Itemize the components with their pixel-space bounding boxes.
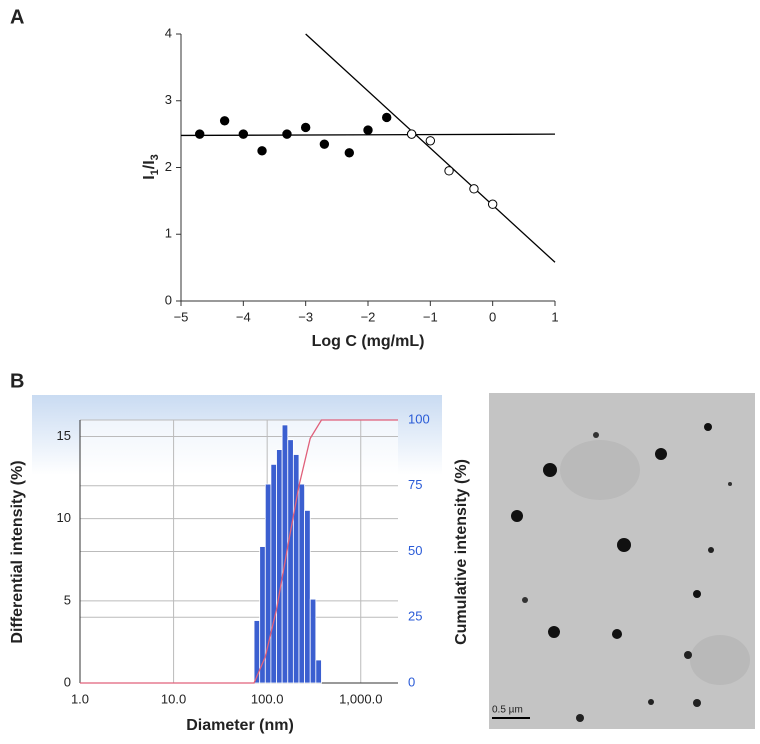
y2-axis-label: Cumulative intensity (%) bbox=[453, 459, 470, 645]
y2-tick-label: 50 bbox=[408, 543, 422, 558]
point bbox=[425, 136, 436, 146]
y-tick-label: 1 bbox=[165, 226, 172, 241]
y2-tick-label: 0 bbox=[408, 674, 415, 689]
point bbox=[382, 112, 392, 123]
y-axis-label: I1/I3 bbox=[141, 154, 161, 180]
x-tick-label: 100.0 bbox=[251, 691, 284, 706]
bar bbox=[287, 439, 294, 684]
x-tick-label: 1.0 bbox=[71, 691, 89, 706]
x-tick-label: 0 bbox=[489, 309, 496, 324]
x-tick-label: −4 bbox=[236, 309, 251, 324]
fit-line bbox=[305, 33, 556, 263]
particle bbox=[522, 597, 528, 603]
y-tick-label: 3 bbox=[165, 92, 172, 107]
particle bbox=[511, 510, 523, 522]
point bbox=[344, 148, 354, 158]
y-label-part: /I bbox=[141, 160, 158, 169]
x-tick-label: −5 bbox=[174, 309, 189, 324]
point bbox=[282, 129, 292, 139]
y-label-sub: 3 bbox=[149, 154, 161, 160]
particle bbox=[617, 538, 631, 552]
point bbox=[300, 122, 311, 133]
x-tick-label: −3 bbox=[298, 309, 313, 324]
point bbox=[487, 199, 498, 209]
y-tick-label: 2 bbox=[165, 159, 172, 174]
point bbox=[195, 129, 205, 139]
y-tick-label: 15 bbox=[57, 428, 71, 443]
x-tick-label: 1 bbox=[551, 309, 558, 324]
particle bbox=[693, 699, 701, 707]
panel-label: A bbox=[10, 6, 24, 28]
scale-bar-label: 0.5 µm bbox=[492, 705, 523, 716]
point bbox=[469, 184, 479, 194]
y-label-part: I bbox=[141, 175, 158, 179]
particle bbox=[704, 423, 712, 431]
point bbox=[238, 129, 249, 139]
particle bbox=[543, 463, 557, 477]
particle bbox=[593, 432, 599, 438]
x-tick-label: 1,000.0 bbox=[339, 691, 382, 706]
x-tick-label: −1 bbox=[423, 309, 438, 324]
y-tick-label: 10 bbox=[57, 510, 71, 525]
point bbox=[257, 146, 267, 156]
particle bbox=[693, 590, 701, 598]
particle bbox=[576, 714, 584, 722]
micrograph: 0.5 µm bbox=[489, 393, 755, 729]
y-tick-label: 0 bbox=[165, 292, 172, 307]
bar bbox=[304, 510, 311, 684]
y2-tick-label: 100 bbox=[408, 411, 430, 426]
cumulative-line bbox=[80, 419, 398, 684]
y2-tick-label: 25 bbox=[408, 609, 422, 624]
bar bbox=[253, 620, 261, 684]
texture bbox=[560, 440, 640, 500]
x-tick-label: −2 bbox=[361, 309, 376, 324]
y2-tick-label: 75 bbox=[408, 477, 422, 492]
particle bbox=[684, 651, 692, 659]
point bbox=[406, 129, 417, 139]
y-label-sub: 1 bbox=[149, 169, 161, 175]
point bbox=[319, 139, 330, 149]
point bbox=[219, 116, 230, 126]
particle bbox=[648, 699, 654, 705]
bar bbox=[298, 483, 306, 684]
x-tick-label: 10.0 bbox=[161, 691, 186, 706]
particle bbox=[708, 547, 714, 553]
bar bbox=[315, 659, 322, 684]
x-axis-label: Log C (mg/mL) bbox=[312, 333, 425, 350]
particle bbox=[548, 626, 560, 638]
particle bbox=[728, 482, 732, 486]
particle bbox=[655, 448, 667, 460]
particle bbox=[612, 629, 622, 639]
texture bbox=[690, 635, 750, 685]
y-tick-label: 0 bbox=[64, 674, 71, 689]
bar bbox=[270, 463, 277, 684]
panel-label: B bbox=[10, 370, 24, 392]
bar bbox=[309, 598, 317, 684]
x-axis-label: Diameter (nm) bbox=[186, 717, 294, 734]
point bbox=[444, 166, 454, 176]
point bbox=[363, 125, 373, 135]
y-tick-label: 5 bbox=[64, 592, 71, 607]
y-tick-label: 4 bbox=[165, 25, 172, 40]
bar bbox=[276, 449, 283, 684]
y-axis-label: Differential intensity (%) bbox=[9, 460, 26, 643]
